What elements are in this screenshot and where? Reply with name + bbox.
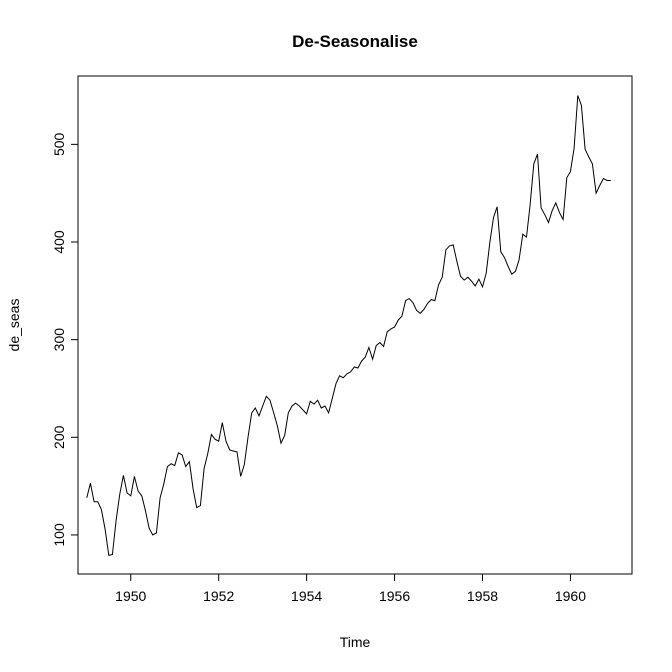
x-tick-label: 1950 (115, 588, 146, 604)
y-tick-label: 400 (51, 230, 67, 254)
y-tick-label: 300 (51, 328, 67, 352)
x-tick-label: 1956 (379, 588, 410, 604)
y-tick-label: 500 (51, 132, 67, 156)
x-axis-label: Time (340, 634, 371, 650)
x-tick-label: 1952 (203, 588, 234, 604)
y-axis-label: de_seas (6, 299, 22, 352)
plot-box (77, 75, 633, 575)
x-tick-label: 1960 (555, 588, 586, 604)
series-line (86, 95, 611, 557)
x-axis: 1950 1952 1954 1956 1958 1960 (115, 573, 586, 604)
y-tick-label: 100 (51, 523, 67, 547)
y-tick-label: 200 (51, 425, 67, 449)
x-tick-label: 1954 (291, 588, 322, 604)
x-tick-label: 1958 (467, 588, 498, 604)
y-axis: 100 200 300 400 500 (51, 132, 79, 547)
chart-title: De-Seasonalise (292, 32, 418, 51)
